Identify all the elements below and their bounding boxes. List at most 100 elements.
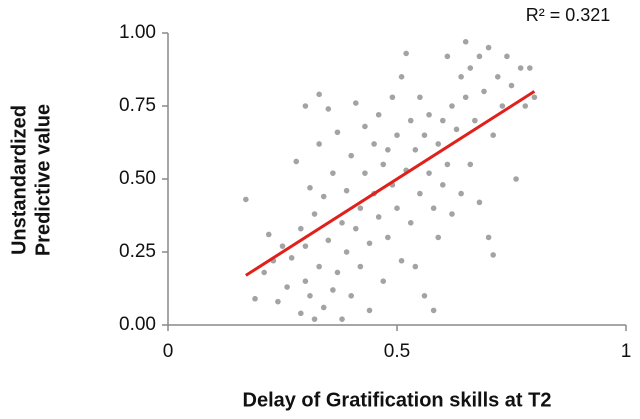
- scatter-point: [527, 65, 533, 71]
- scatter-point: [265, 231, 272, 238]
- scatter-point: [467, 65, 474, 71]
- scatter-point: [316, 263, 322, 270]
- scatter-point: [316, 91, 322, 98]
- scatter-point: [352, 225, 359, 232]
- scatter-point: [508, 82, 515, 89]
- y-tick-label: 0.25: [119, 241, 156, 262]
- scatter-point: [398, 74, 405, 80]
- scatter-point: [339, 220, 345, 226]
- scatter-point: [481, 88, 487, 95]
- scatter-point: [293, 158, 300, 165]
- scatter-point: [458, 190, 464, 197]
- scatter-point: [412, 147, 419, 153]
- scatter-point: [444, 161, 451, 168]
- y-tick-label: 1.00: [119, 22, 156, 43]
- scatter-point: [490, 252, 496, 258]
- scatter-point: [476, 199, 483, 206]
- scatter-point: [449, 211, 455, 217]
- scatter-point: [531, 94, 538, 101]
- scatter-point: [499, 103, 506, 109]
- scatter-point: [462, 38, 469, 45]
- scatter-point: [513, 176, 519, 182]
- scatter-point: [243, 196, 249, 203]
- scatter-point: [320, 193, 327, 200]
- scatter-point: [435, 234, 442, 241]
- scatter-point: [330, 170, 336, 176]
- scatter-point: [490, 132, 496, 138]
- scatter-point: [430, 205, 437, 211]
- scatter-point: [380, 161, 387, 168]
- scatter-point: [348, 152, 355, 159]
- scatter-point: [348, 293, 355, 299]
- scatter-point: [453, 126, 460, 133]
- scatter-point: [252, 295, 258, 302]
- trend-line: [245, 90, 536, 277]
- scatter-point: [325, 106, 332, 112]
- scatter-point: [307, 293, 313, 299]
- scatter-point: [417, 94, 423, 101]
- scatter-point: [421, 293, 428, 299]
- y-tick-label: 0.75: [119, 95, 156, 116]
- scatter-point: [435, 141, 442, 147]
- scatter-point: [362, 123, 368, 130]
- y-axis-title: Predictive value: [32, 104, 54, 256]
- scatter-point: [375, 214, 382, 220]
- scatter-point: [394, 132, 400, 138]
- y-axis-title: Unstandardized: [8, 105, 30, 255]
- scatter-point: [357, 263, 364, 270]
- scatter-point: [504, 53, 510, 60]
- scatter-point: [366, 307, 373, 314]
- scatter-point: [316, 141, 322, 147]
- scatter-point: [417, 190, 423, 197]
- scatter-point: [476, 53, 483, 60]
- scatter-point: [522, 103, 529, 109]
- scatter-point: [385, 234, 391, 241]
- scatter-point: [467, 161, 474, 168]
- scatter-point: [398, 257, 405, 264]
- scatter-point: [371, 141, 377, 147]
- scatter-point: [517, 65, 524, 71]
- scatter-point: [407, 117, 414, 124]
- scatter-point: [334, 129, 341, 136]
- r-squared: R² = 0.321: [526, 5, 611, 25]
- scatter-point: [343, 249, 350, 255]
- x-tick-label: 0: [163, 341, 174, 362]
- scatter-point: [426, 170, 432, 176]
- scatter-point: [302, 103, 309, 109]
- scatter-point: [421, 132, 428, 138]
- scatter-point: [394, 205, 400, 211]
- scatter-point: [385, 147, 391, 153]
- scatter-point: [494, 74, 501, 80]
- scatter-point: [485, 44, 492, 51]
- scatter-point: [412, 263, 419, 270]
- scatter-point: [458, 74, 464, 80]
- scatter-point: [302, 278, 309, 285]
- scatter-point: [330, 287, 336, 293]
- x-axis-title: Delay of Gratification skills at T2: [243, 389, 552, 411]
- scatter-point: [472, 117, 478, 124]
- scatter-point: [362, 170, 368, 176]
- scatter-point: [343, 187, 350, 194]
- scatter-point: [288, 255, 295, 261]
- scatter-point: [298, 310, 304, 317]
- scatter-point: [261, 269, 267, 276]
- scatter-point: [430, 307, 437, 314]
- scatter-point: [311, 211, 318, 217]
- scatter-point: [375, 111, 382, 118]
- scatter-point: [311, 316, 318, 322]
- x-tick-label: 0.5: [384, 341, 410, 362]
- scatter-point: [279, 243, 286, 249]
- scatter-point: [485, 234, 492, 241]
- scatter-point: [440, 182, 446, 188]
- scatter-point: [275, 298, 281, 305]
- scatter-point: [449, 103, 455, 109]
- scatter-point: [403, 50, 409, 57]
- scatter-point: [284, 284, 290, 290]
- y-tick-label: 0.00: [119, 314, 156, 335]
- scatter-point: [462, 94, 469, 101]
- scatter-point: [426, 111, 432, 118]
- scatter-point: [407, 220, 414, 226]
- y-tick-label: 0.50: [119, 168, 156, 189]
- scatter-point: [298, 225, 304, 232]
